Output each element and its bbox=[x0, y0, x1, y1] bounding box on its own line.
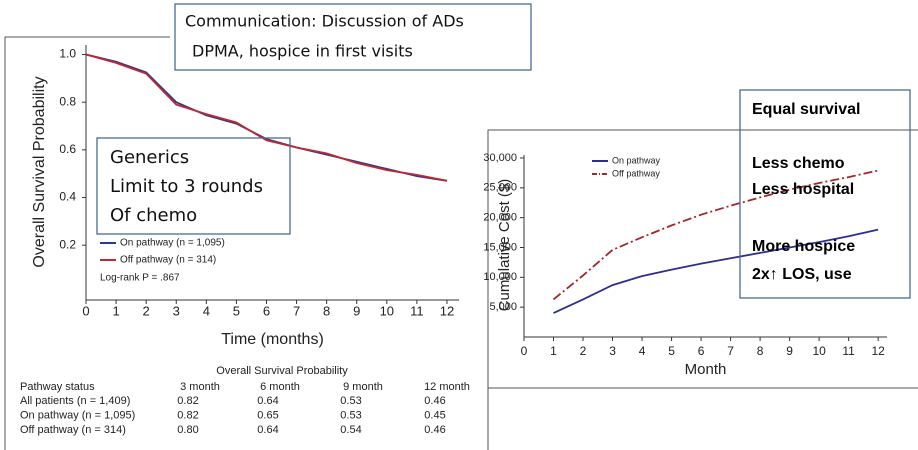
table-cell: 0.80 bbox=[177, 424, 198, 436]
callout-text: Limit to 3 rounds bbox=[110, 176, 263, 197]
x-tick-label: 12 bbox=[440, 303, 454, 318]
callout-text: 2x↑ LOS, use bbox=[752, 266, 852, 283]
x-tick-label: 3 bbox=[173, 303, 180, 318]
x-tick-label: 8 bbox=[757, 344, 764, 358]
callout-text: Of chemo bbox=[110, 205, 197, 226]
series-line bbox=[85, 53, 448, 182]
y-tick-label: 0.6 bbox=[59, 142, 76, 156]
table-header: Pathway status bbox=[20, 381, 95, 393]
x-tick-label: 4 bbox=[639, 344, 646, 358]
y-tick-label: 20,000 bbox=[483, 212, 517, 224]
x-tick-label: 10 bbox=[380, 303, 394, 318]
x-tick-label: 6 bbox=[698, 344, 705, 358]
legend-label: Off pathway (n = 314) bbox=[120, 255, 216, 266]
x-tick-label: 9 bbox=[353, 303, 360, 318]
legend-label: Off pathway bbox=[612, 168, 660, 178]
table-cell: 0.54 bbox=[340, 424, 361, 436]
table-header: 9 month bbox=[343, 381, 383, 393]
legend-label: On pathway (n = 1,095) bbox=[120, 238, 225, 249]
table-header: 3 month bbox=[180, 381, 220, 393]
x-tick-label: 1 bbox=[112, 303, 119, 318]
x-tick-label: 2 bbox=[580, 344, 587, 358]
table-cell: All patients (n = 1,409) bbox=[20, 395, 130, 407]
x-tick-label: 0 bbox=[521, 344, 528, 358]
x-tick-label: 9 bbox=[786, 344, 793, 358]
y-tick-label: 15,000 bbox=[483, 241, 517, 253]
x-axis-label: Month bbox=[685, 361, 727, 378]
x-tick-label: 2 bbox=[143, 303, 150, 318]
y-tick-label: 0.2 bbox=[59, 237, 76, 251]
x-tick-label: 11 bbox=[410, 303, 424, 318]
x-tick-label: 5 bbox=[668, 344, 675, 358]
table-cell: 0.46 bbox=[424, 395, 445, 407]
table-cell: 0.46 bbox=[424, 424, 445, 436]
callout-box bbox=[96, 137, 291, 235]
callout-text: More hospice bbox=[752, 238, 855, 255]
frame bbox=[4, 36, 170, 450]
table-cell: 0.53 bbox=[340, 409, 361, 421]
x-tick-label: 12 bbox=[871, 344, 885, 358]
x-tick-label: 7 bbox=[293, 303, 300, 318]
table-header: 6 month bbox=[260, 381, 300, 393]
y-tick-label: 30,000 bbox=[483, 152, 517, 164]
series-line bbox=[85, 53, 448, 182]
table-cell: 0.53 bbox=[340, 395, 361, 407]
callout-text: Less chemo bbox=[752, 155, 845, 172]
table-cell: 0.82 bbox=[177, 395, 198, 407]
table-title: Overall Survival Probability bbox=[216, 365, 348, 377]
table-header: 12 month bbox=[424, 381, 470, 393]
y-axis-label: Cumulative Cost ($) bbox=[496, 179, 513, 312]
table-cell: 0.82 bbox=[177, 409, 198, 421]
x-tick-label: 11 bbox=[842, 344, 855, 358]
table-cell: 0.65 bbox=[257, 409, 278, 421]
y-tick-label: 10,000 bbox=[483, 271, 517, 283]
x-tick-label: 6 bbox=[263, 303, 270, 318]
y-tick-label: 0.8 bbox=[59, 94, 76, 108]
y-tick-label: 1.0 bbox=[59, 47, 76, 61]
table: Pathway status 3 month 6 month 9 month 12 mo… bbox=[20, 381, 470, 436]
x-tick-label: 0 bbox=[82, 303, 89, 318]
series-line bbox=[552, 169, 879, 301]
callout-box bbox=[174, 3, 532, 71]
y-axis-label: Overall Survival Probability bbox=[31, 76, 48, 267]
x-tick-label: 10 bbox=[812, 344, 826, 358]
series-line bbox=[553, 228, 879, 314]
x-tick-label: 7 bbox=[727, 344, 734, 358]
callout-text: Generics bbox=[110, 147, 189, 168]
callout-box bbox=[739, 89, 911, 299]
x-tick-label: 1 bbox=[550, 344, 557, 358]
x-tick-label: 5 bbox=[233, 303, 240, 318]
x-tick-label: 8 bbox=[323, 303, 330, 318]
table-cell: 0.64 bbox=[257, 424, 278, 436]
x-tick-label: 3 bbox=[609, 344, 616, 358]
callout-text: DPMA, hospice in first visits bbox=[192, 42, 413, 61]
y-tick-label: 25,000 bbox=[483, 182, 517, 194]
table-cell: 0.64 bbox=[257, 395, 278, 407]
legend-label: On pathway bbox=[612, 155, 661, 165]
table-cell: Off pathway (n = 314) bbox=[20, 424, 126, 436]
frame bbox=[487, 129, 918, 450]
y-tick-label: 0.4 bbox=[59, 190, 76, 204]
callout-text: Equal survival bbox=[752, 101, 861, 118]
table-cell: 0.45 bbox=[424, 409, 445, 421]
x-tick-label: 4 bbox=[203, 303, 210, 318]
y-tick-label: 5,000 bbox=[489, 301, 517, 313]
x-axis-label: Time (months) bbox=[221, 331, 324, 348]
table-cell: On pathway (n = 1,095) bbox=[20, 409, 135, 421]
annotation: Log-rank P = .867 bbox=[100, 273, 180, 284]
callout-text: Communication: Discussion of ADs bbox=[185, 12, 464, 31]
callout-text: Less hospital bbox=[752, 181, 854, 198]
